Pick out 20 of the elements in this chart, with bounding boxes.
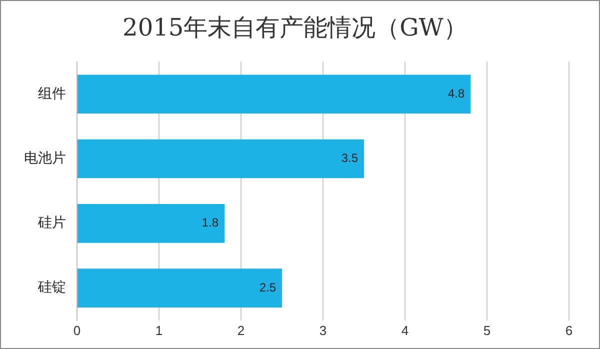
x-tick-label: 2 [237, 322, 245, 338]
x-tick-label: 1 [155, 322, 163, 338]
x-tick-label: 0 [73, 322, 81, 338]
x-tick-label: 4 [401, 322, 409, 338]
x-tick-label: 5 [483, 322, 491, 338]
y-tick-label: 硅片 [37, 215, 66, 232]
bar [78, 139, 364, 178]
bar [78, 204, 225, 243]
x-tick-label: 6 [565, 322, 573, 338]
data-label: 1.8 [202, 216, 219, 230]
y-tick-label: 组件 [38, 86, 66, 102]
data-label: 3.5 [341, 151, 358, 166]
data-label: 2.5 [259, 280, 276, 294]
bar [78, 74, 471, 114]
bar [78, 268, 282, 308]
chart-title: 2015年末自有产能情况（GW） [122, 14, 468, 42]
y-tick-label: 硅锭 [37, 280, 66, 296]
data-label: 4.8 [448, 86, 465, 100]
x-tick-label: 3 [319, 322, 327, 338]
y-tick-label: 电池片 [24, 150, 66, 166]
